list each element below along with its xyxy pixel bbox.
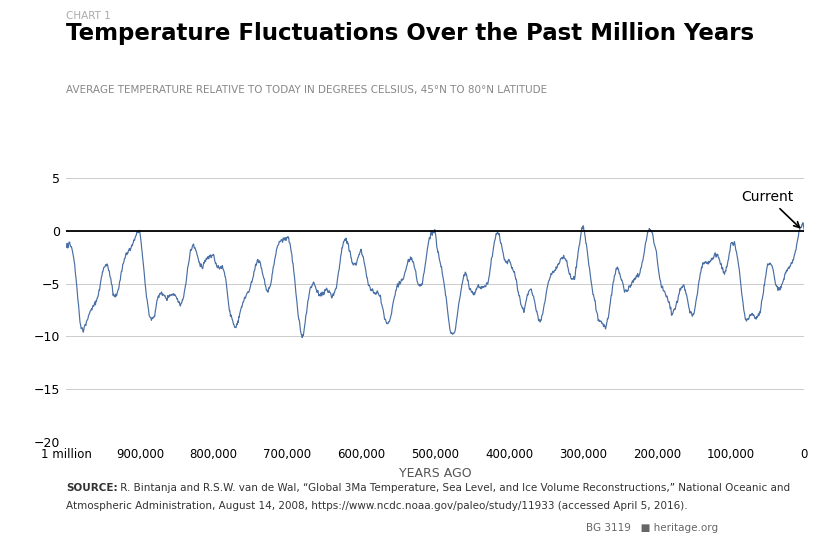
X-axis label: YEARS AGO: YEARS AGO <box>398 467 472 480</box>
Text: SOURCE:: SOURCE: <box>66 483 118 493</box>
Text: CHART 1: CHART 1 <box>66 11 111 21</box>
Text: Atmospheric Administration, August 14, 2008, https://www.ncdc.noaa.gov/paleo/stu: Atmospheric Administration, August 14, 2… <box>66 501 687 511</box>
Text: R. Bintanja and R.S.W. van de Wal, “Global 3Ma Temperature, Sea Level, and Ice V: R. Bintanja and R.S.W. van de Wal, “Glob… <box>117 483 790 493</box>
Text: Temperature Fluctuations Over the Past Million Years: Temperature Fluctuations Over the Past M… <box>66 22 754 45</box>
Text: AVERAGE TEMPERATURE RELATIVE TO TODAY IN DEGREES CELSIUS, 45°N TO 80°N LATITUDE: AVERAGE TEMPERATURE RELATIVE TO TODAY IN… <box>66 85 547 95</box>
Text: BG 3119   ■ heritage.org: BG 3119 ■ heritage.org <box>586 523 718 533</box>
Text: Current: Current <box>742 190 799 228</box>
